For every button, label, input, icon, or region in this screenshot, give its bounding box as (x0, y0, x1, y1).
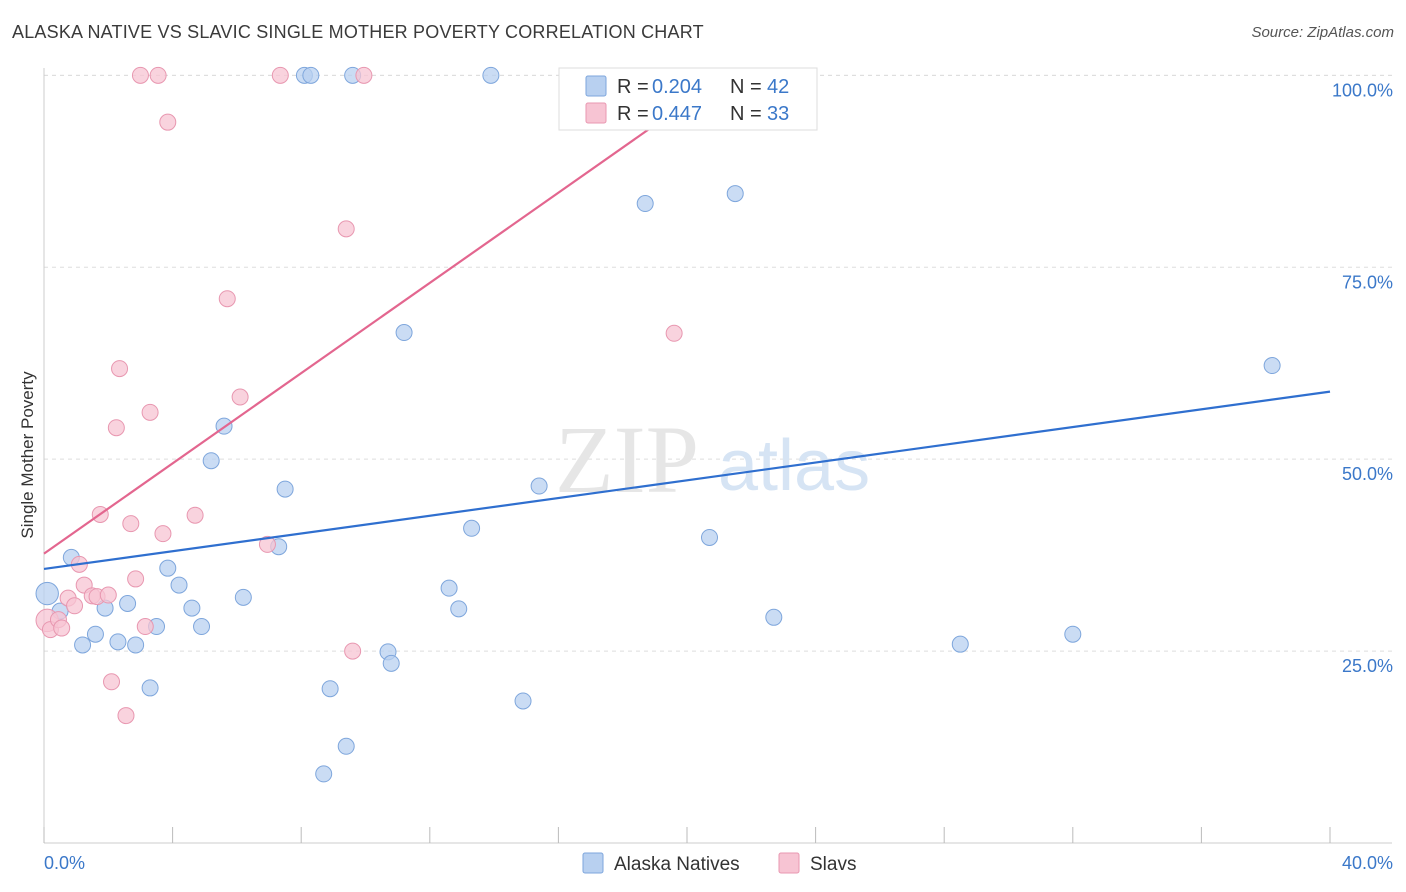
y-tick-label-75: 75.0% (1342, 272, 1393, 292)
point-alaska-natives-9 (141, 679, 159, 697)
point-alaska-natives-41 (1263, 357, 1281, 375)
point-alaska-natives-14 (193, 618, 211, 636)
stats-swatch-alaska-natives (585, 75, 607, 97)
point-alaska-natives-36 (701, 528, 719, 546)
point-slavs-22 (154, 525, 172, 543)
point-alaska-natives-27 (382, 654, 400, 672)
point-alaska-natives-33 (514, 692, 532, 710)
point-alaska-natives-11 (159, 559, 177, 577)
point-slavs-31 (355, 66, 373, 84)
y-axis-label-layer: Single Mother Poverty (18, 371, 37, 539)
point-slavs-3 (53, 619, 71, 637)
point-slavs-20 (141, 403, 159, 421)
point-slavs-23 (159, 113, 177, 131)
grid-layer (44, 74, 1392, 652)
point-alaska-natives-0 (35, 581, 59, 606)
point-slavs-18 (131, 66, 149, 84)
point-alaska-natives-12 (170, 576, 188, 594)
point-slavs-25 (218, 290, 236, 308)
point-alaska-natives-28 (395, 324, 413, 342)
point-slavs-12 (103, 673, 121, 691)
point-alaska-natives-3 (74, 636, 92, 654)
stats-r-label-0: R = (617, 76, 649, 98)
point-alaska-natives-37 (726, 185, 744, 203)
y-tick-label-50: 50.0% (1342, 464, 1393, 484)
point-slavs-16 (122, 515, 140, 533)
stats-r-value-0: 0.204 (652, 76, 702, 98)
point-slavs-28 (271, 66, 289, 84)
stats-r-label-1: R = (617, 103, 649, 125)
point-slavs-30 (344, 642, 362, 660)
point-slavs-29 (337, 220, 355, 238)
point-slavs-11 (99, 586, 117, 604)
y-tick-label-100: 100.0% (1332, 80, 1393, 100)
y-axis-title: Single Mother Poverty (18, 371, 37, 539)
stats-r-value-1: 0.447 (652, 103, 702, 125)
point-alaska-natives-24 (337, 737, 355, 755)
point-alaska-natives-38 (765, 608, 783, 626)
y-tick-label-25: 25.0% (1342, 656, 1393, 676)
point-alaska-natives-21 (302, 66, 320, 84)
trend-line-alaska-natives (43, 390, 1331, 571)
point-alaska-natives-4 (86, 625, 104, 643)
point-alaska-natives-40 (1064, 625, 1082, 643)
point-alaska-natives-19 (276, 480, 294, 498)
point-slavs-14 (111, 360, 129, 378)
point-alaska-natives-22 (315, 765, 333, 783)
point-slavs-24 (186, 506, 204, 524)
point-slavs-32 (665, 324, 683, 342)
point-alaska-natives-17 (234, 588, 252, 606)
point-alaska-natives-29 (440, 579, 458, 597)
axis-layer: 25.0% 50.0% 75.0% 100.0% 0.0% 40.0% (43, 68, 1393, 873)
point-slavs-13 (107, 419, 125, 437)
stats-n-label-0: N = (730, 76, 762, 98)
point-slavs-27 (258, 535, 276, 553)
point-alaska-natives-13 (183, 599, 201, 617)
legend-swatch-slavs (778, 852, 800, 874)
point-slavs-15 (117, 707, 135, 725)
point-alaska-natives-32 (482, 66, 500, 84)
point-alaska-natives-8 (127, 636, 145, 654)
series-legend: Alaska Natives Slavs (582, 852, 856, 875)
legend-label-slavs: Slavs (810, 854, 856, 875)
stats-n-value-1: 33 (767, 103, 789, 125)
point-slavs-17 (127, 570, 145, 588)
trend-layer (43, 112, 1331, 571)
legend-swatch-alaska-natives (582, 852, 604, 874)
stats-swatch-slavs (585, 102, 607, 124)
point-alaska-natives-23 (321, 680, 339, 698)
stats-legend: R = 0.204 N = 42 R = 0.447 N = 33 (558, 67, 818, 131)
point-alaska-natives-30 (450, 600, 468, 618)
point-slavs-26 (231, 388, 249, 406)
point-alaska-natives-35 (636, 195, 654, 213)
point-alaska-natives-39 (951, 635, 969, 653)
point-alaska-natives-6 (109, 633, 127, 651)
points-layer (35, 66, 1281, 783)
stats-n-value-0: 42 (767, 76, 789, 98)
stats-n-label-1: N = (730, 103, 762, 125)
x-tick-label-min: 0.0% (44, 853, 85, 873)
point-slavs-19 (136, 618, 154, 636)
chart-title: ALASKA NATIVE VS SLAVIC SINGLE MOTHER PO… (12, 22, 704, 42)
source-credit: Source: ZipAtlas.com (1251, 24, 1394, 41)
legend-label-alaska-natives: Alaska Natives (614, 854, 740, 875)
watermark: ZIP atlas (555, 406, 870, 513)
point-alaska-natives-34 (530, 477, 548, 495)
point-alaska-natives-31 (463, 519, 481, 537)
point-slavs-5 (66, 597, 84, 615)
point-slavs-21 (149, 66, 167, 84)
trend-line-slavs (43, 112, 672, 555)
watermark-zip: ZIP (555, 406, 699, 513)
point-alaska-natives-15 (202, 452, 220, 470)
point-alaska-natives-7 (119, 594, 137, 612)
x-tick-label-max: 40.0% (1342, 853, 1393, 873)
